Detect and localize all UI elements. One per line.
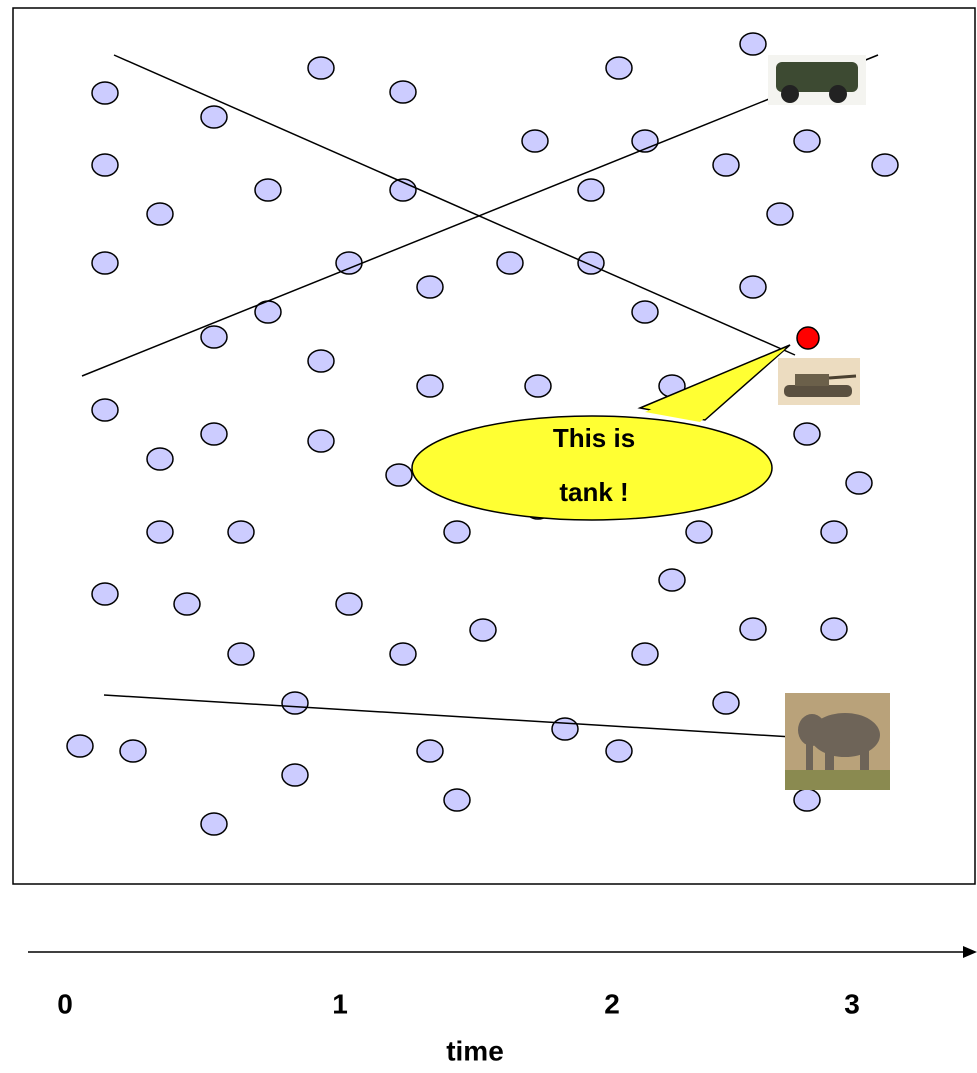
axis-arrow xyxy=(963,946,977,958)
dot xyxy=(228,521,254,543)
dot xyxy=(147,448,173,470)
elephant-image xyxy=(785,693,890,790)
dot xyxy=(794,789,820,811)
callout-text: tank ! xyxy=(559,477,628,507)
dot xyxy=(713,692,739,714)
time-tick-label: 3 xyxy=(844,988,860,1019)
diagram: This is tank ! 0 1 2 3 time xyxy=(0,0,977,1073)
dot xyxy=(606,57,632,79)
time-tick-label: 1 xyxy=(332,988,348,1019)
dot xyxy=(417,375,443,397)
dot xyxy=(444,789,470,811)
dot xyxy=(147,203,173,225)
dot xyxy=(336,593,362,615)
dot xyxy=(872,154,898,176)
dot xyxy=(255,179,281,201)
time-axis-label: time xyxy=(446,1035,504,1066)
callout-text: This is xyxy=(553,423,635,453)
dot xyxy=(308,57,334,79)
dot xyxy=(201,423,227,445)
dot xyxy=(120,740,146,762)
time-tick-label: 0 xyxy=(57,988,73,1019)
dot xyxy=(147,521,173,543)
dot xyxy=(794,130,820,152)
dot xyxy=(713,154,739,176)
dot xyxy=(417,740,443,762)
page: This is tank ! 0 1 2 3 time (() => { con… xyxy=(0,0,977,1073)
dot xyxy=(201,813,227,835)
dot xyxy=(522,130,548,152)
dot xyxy=(632,643,658,665)
dot xyxy=(67,735,93,757)
dot xyxy=(794,423,820,445)
dot xyxy=(444,521,470,543)
dot xyxy=(846,472,872,494)
dot xyxy=(92,399,118,421)
dot xyxy=(282,764,308,786)
dot xyxy=(308,430,334,452)
dot xyxy=(386,464,412,486)
dot xyxy=(686,521,712,543)
dot xyxy=(282,692,308,714)
dot xyxy=(336,252,362,274)
dot xyxy=(740,618,766,640)
dot xyxy=(606,740,632,762)
dot xyxy=(92,252,118,274)
dot xyxy=(201,326,227,348)
jeep-image xyxy=(768,55,866,105)
dot xyxy=(767,203,793,225)
dot xyxy=(201,106,227,128)
dot xyxy=(552,718,578,740)
dot xyxy=(228,643,254,665)
dot xyxy=(390,81,416,103)
dot xyxy=(92,82,118,104)
dot xyxy=(470,619,496,641)
dot xyxy=(174,593,200,615)
dot xyxy=(821,521,847,543)
dot xyxy=(417,276,443,298)
dot xyxy=(92,154,118,176)
dot xyxy=(821,618,847,640)
target-dot xyxy=(797,327,819,349)
dot xyxy=(578,252,604,274)
dot xyxy=(659,569,685,591)
dot xyxy=(525,375,551,397)
dot xyxy=(390,643,416,665)
dot xyxy=(740,276,766,298)
dot xyxy=(740,33,766,55)
dot xyxy=(92,583,118,605)
dot xyxy=(497,252,523,274)
dot xyxy=(632,301,658,323)
tank-image xyxy=(778,358,860,405)
time-tick-label: 2 xyxy=(604,988,620,1019)
dot xyxy=(308,350,334,372)
dot xyxy=(578,179,604,201)
